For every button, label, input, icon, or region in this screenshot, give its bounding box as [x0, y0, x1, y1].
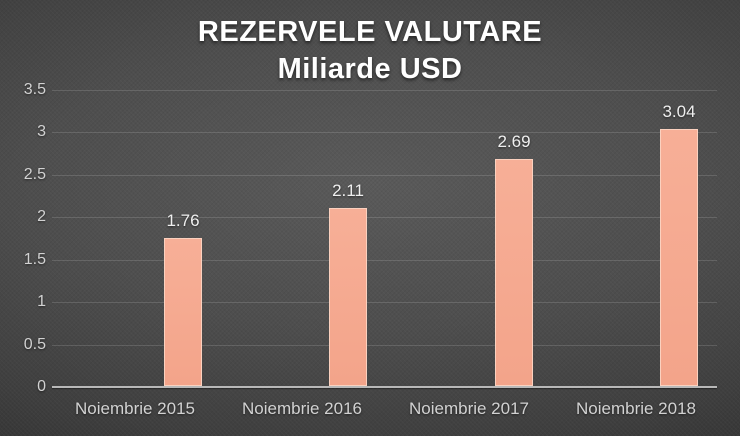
gridline: [52, 90, 717, 91]
y-axis-tick-label: 3.5: [23, 81, 46, 98]
gridline: [52, 132, 717, 133]
gridline: [52, 217, 717, 218]
y-axis-tick-label: 1: [37, 293, 46, 310]
x-axis-category-label: Noiembrie 2018: [575, 399, 696, 418]
gridline: [52, 260, 717, 261]
y-axis-tick-label: 0: [37, 378, 46, 395]
bar-noiembrie-2018: [660, 129, 698, 386]
gridline: [52, 302, 717, 303]
x-axis-category-label: Noiembrie 2017: [408, 399, 529, 418]
bar-value-label: 2.69: [497, 132, 531, 151]
y-axis-tick-label: 0.5: [23, 336, 46, 353]
bar-value-label: 2.11: [332, 181, 364, 200]
y-axis-tick-label: 2.5: [23, 166, 46, 183]
x-axis-category-label: Noiembrie 2016: [241, 399, 362, 418]
bar-noiembrie-2017: [495, 159, 533, 386]
bar-noiembrie-2016: [329, 208, 367, 386]
bar-noiembrie-2015: [164, 238, 202, 386]
bar-value-label: 3.04: [662, 102, 696, 121]
y-axis-tick-label: 3: [37, 123, 46, 140]
x-axis-line: [52, 386, 717, 388]
x-axis-category-label: Noiembrie 2015: [74, 399, 195, 418]
bar-value-label: 1.76: [166, 211, 200, 230]
chart-title-line2: Miliarde USD: [277, 53, 463, 85]
chart-title-line1: REZERVELE VALUTARE: [197, 16, 543, 48]
y-axis-tick-label: 1.5: [23, 251, 46, 268]
gridline: [52, 345, 717, 346]
y-axis-tick-label: 2: [37, 208, 46, 225]
chart-title: REZERVELE VALUTARE Miliarde USD: [0, 14, 740, 88]
gridline: [52, 175, 717, 176]
